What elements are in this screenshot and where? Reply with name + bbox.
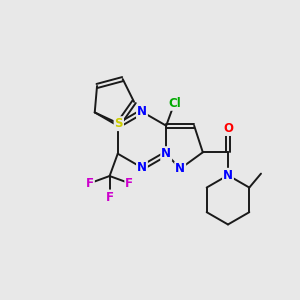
Text: F: F <box>86 177 94 190</box>
Text: N: N <box>137 161 147 174</box>
Text: Cl: Cl <box>168 97 181 110</box>
Text: N: N <box>223 169 233 182</box>
Text: N: N <box>137 105 147 118</box>
Text: N: N <box>161 147 171 160</box>
Text: F: F <box>106 190 114 203</box>
Text: S: S <box>115 117 123 130</box>
Text: F: F <box>125 177 133 190</box>
Text: N: N <box>175 162 185 175</box>
Text: O: O <box>223 122 233 135</box>
